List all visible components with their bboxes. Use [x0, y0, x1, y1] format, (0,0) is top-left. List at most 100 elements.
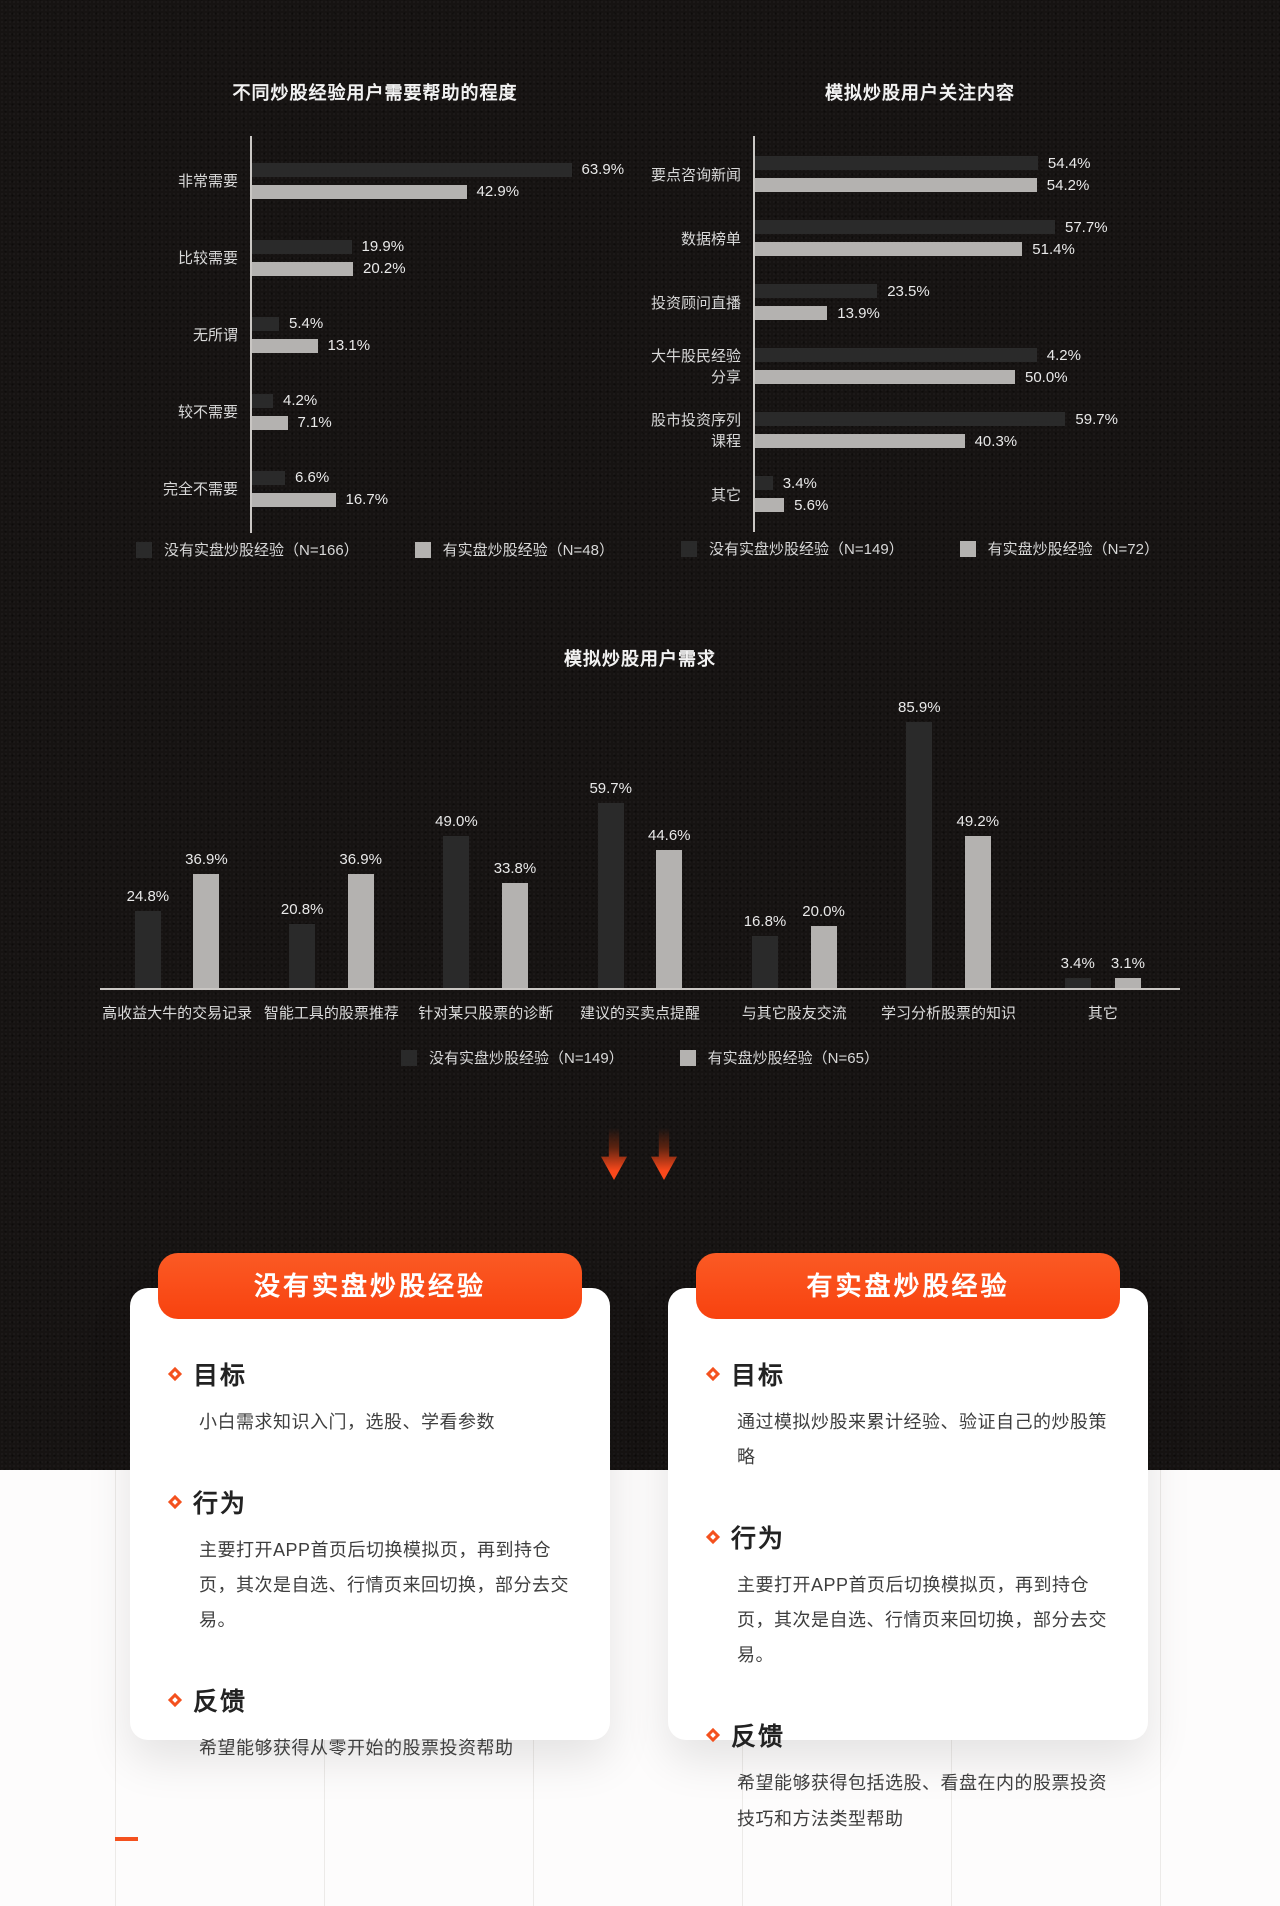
- bar-group: 16.8% 20.0%: [717, 903, 871, 988]
- plot-area: 非常需要 63.9% 42.9% 比较需要 19.9% 20.2% 无所谓 5.4% 13.1%…: [150, 136, 624, 533]
- chart-legend: 没有实盘炒股经验（N=166） 有实盘炒股经验（N=48）: [136, 539, 614, 560]
- persona-card-no-experience: 没有实盘炒股经验 目标 小白需求知识入门，选股、学看参数 行为 主要打开APP首…: [130, 1253, 610, 1758]
- value-label: 4.2%: [1046, 346, 1081, 364]
- chart-title: 模拟炒股用户需求: [564, 649, 716, 669]
- chart-row: 较不需要 4.2% 7.1%: [150, 373, 600, 450]
- legend-item: 没有实盘炒股经验（N=166）: [136, 539, 359, 560]
- bar-without-experience: [755, 156, 1038, 170]
- value-label: 19.9%: [361, 238, 405, 255]
- value-label: 3.4%: [1060, 954, 1095, 972]
- category-axis: 高收益大牛的交易记录 智能工具的股票推荐 针对某只股票的诊断 建议的买卖点提醒 与其它股…: [100, 1002, 1180, 1023]
- bar-with-experience: [1114, 978, 1141, 988]
- value-label: 36.9%: [339, 850, 382, 868]
- category-label: 高收益大牛的交易记录: [102, 1005, 253, 1022]
- chart-legend: 没有实盘炒股经验（N=149） 有实盘炒股经验（N=72）: [640, 538, 1200, 559]
- bar-with-experience: [964, 835, 991, 988]
- bar-pair: 6.6% 16.7%: [250, 469, 600, 508]
- bar-pair: 5.4% 13.1%: [250, 315, 600, 354]
- value-label: 16.8%: [743, 912, 787, 930]
- legend-item: 没有实盘炒股经验（N=149）: [681, 538, 904, 559]
- value-label: 54.4%: [1047, 154, 1091, 172]
- chart-row: 完全不需要 6.6% 16.7%: [150, 450, 600, 527]
- legend-swatch: [681, 540, 698, 557]
- bar-pair: 23.5% 13.9%: [753, 283, 1200, 322]
- bar-without-experience: [1064, 977, 1091, 988]
- bar-with-experience: [501, 883, 528, 988]
- bar-without-experience: [252, 316, 279, 331]
- category-label: 数据榜单: [680, 230, 741, 248]
- value-label: 24.8%: [126, 888, 170, 906]
- bar-without-experience: [597, 802, 624, 988]
- value-label: 40.3%: [974, 432, 1018, 450]
- value-label: 59.7%: [589, 779, 632, 797]
- legend-label: 有实盘炒股经验（N=72）: [987, 541, 1159, 558]
- chart-row: 数据榜单 57.7% 51.4%: [640, 206, 1200, 270]
- persona-card-with-experience: 有实盘炒股经验 目标 通过模拟炒股来累计经验、验证自己的炒股策略 行为 主要打开…: [668, 1253, 1148, 1829]
- value-label: 16.7%: [345, 491, 389, 508]
- legend-item: 有实盘炒股经验（N=65）: [679, 1047, 879, 1068]
- category-label: 建议的买卖点提醒: [579, 1005, 700, 1022]
- bar-without-experience: [289, 923, 316, 988]
- section-body-text: 主要打开APP首页后切换模拟页，再到持仓页，其次是自选、行情页来回切换，部分去交…: [199, 1540, 569, 1631]
- value-label: 63.9%: [581, 161, 625, 178]
- persona-card-body: 目标 通过模拟炒股来累计经验、验证自己的炒股策略 行为 主要打开APP首页后切换…: [668, 1288, 1148, 1837]
- persona-card-body: 目标 小白需求知识入门，选股、学看参数 行为 主要打开APP首页后切换模拟页，再…: [130, 1288, 610, 1766]
- diamond-icon: [167, 1495, 183, 1510]
- bar-pair: 54.4% 54.2%: [753, 154, 1200, 194]
- persona-section-feedback: 反馈 希望能够获得包括选股、看盘在内的股票投资技巧和方法类型帮助: [705, 1717, 1122, 1836]
- value-label: 59.7%: [1075, 410, 1118, 428]
- section-body-text: 小白需求知识入门，选股、学看参数: [199, 1412, 495, 1432]
- bar-group: 59.7% 44.6%: [563, 780, 717, 988]
- bar-without-experience: [906, 721, 933, 988]
- value-label: 13.9%: [837, 304, 880, 322]
- value-label: 7.1%: [297, 414, 332, 431]
- persona-section-behavior: 行为 主要打开APP首页后切换模拟页，再到持仓页，其次是自选、行情页来回切换，部…: [167, 1484, 584, 1638]
- bar-with-experience: [252, 184, 467, 199]
- value-label: 36.9%: [185, 850, 228, 868]
- chart-title: 不同炒股经验用户需要帮助的程度: [232, 83, 518, 103]
- bar-with-experience: [252, 492, 336, 507]
- bar-without-experience: [252, 239, 352, 254]
- category-label: 智能工具的股票推荐: [263, 1005, 399, 1022]
- bar-without-experience: [751, 935, 778, 988]
- chart-row: 股市投资序列课程 59.7% 40.3%: [640, 398, 1200, 462]
- value-label: 42.9%: [476, 183, 520, 200]
- bar-pair: 4.2% 50.0%: [753, 346, 1200, 386]
- value-label: 13.1%: [327, 337, 371, 354]
- value-label: 54.2%: [1046, 176, 1090, 194]
- persona-card-header: 没有实盘炒股经验: [158, 1253, 582, 1319]
- value-label: 33.8%: [493, 860, 537, 878]
- value-label: 85.9%: [898, 698, 941, 716]
- legend-item: 有实盘炒股经验（N=48）: [414, 539, 614, 560]
- hbar-chart-focus-content: 模拟炒股用户关注内容 要点咨询新闻 54.4% 54.2% 数据榜单 57.7% 51.4…: [640, 82, 1200, 559]
- legend-swatch: [401, 1049, 418, 1066]
- category-label: 比较需要: [177, 250, 238, 267]
- bar-without-experience: [134, 911, 161, 988]
- section-heading: 反馈: [705, 1717, 1122, 1753]
- section-body-text: 希望能够获得包括选股、看盘在内的股票投资技巧和方法类型帮助: [737, 1773, 1107, 1829]
- chart-row: 比较需要 19.9% 20.2%: [150, 219, 600, 296]
- legend-swatch: [679, 1049, 696, 1066]
- value-label: 44.6%: [647, 826, 691, 844]
- legend-label: 没有实盘炒股经验（N=149）: [709, 541, 904, 558]
- category-label: 要点咨询新闻: [650, 166, 741, 184]
- value-label: 20.8%: [280, 900, 324, 918]
- diamond-icon: [167, 1366, 183, 1382]
- chart-row: 非常需要 63.9% 42.9%: [150, 142, 624, 219]
- bar-pair: 59.7% 40.3%: [753, 410, 1200, 450]
- chart-row: 投资顾问直播 23.5% 13.9%: [640, 270, 1200, 334]
- diamond-icon: [705, 1728, 721, 1743]
- chart-legend: 没有实盘炒股经验（N=149） 有实盘炒股经验（N=65）: [100, 1047, 1180, 1068]
- diamond-icon: [705, 1530, 721, 1545]
- bar-with-experience: [193, 873, 220, 988]
- category-label: 股市投资序列课程: [650, 412, 741, 450]
- bar-pair: 19.9% 20.2%: [250, 238, 600, 277]
- y-axis-line: [250, 136, 252, 533]
- section-body-text: 主要打开APP首页后切换模拟页，再到持仓页，其次是自选、行情页来回切换，部分去交…: [737, 1575, 1107, 1666]
- section-heading-label: 行为: [193, 1490, 248, 1519]
- value-label: 20.0%: [802, 903, 845, 920]
- bar-pair: 63.9% 42.9%: [250, 161, 625, 200]
- value-label: 57.7%: [1065, 218, 1108, 236]
- vbar-chart-user-needs: 模拟炒股用户需求 24.8% 36.9% 20.8% 36.9% 49.0% 33.8% 5…: [100, 648, 1180, 1068]
- category-label: 非常需要: [177, 173, 238, 190]
